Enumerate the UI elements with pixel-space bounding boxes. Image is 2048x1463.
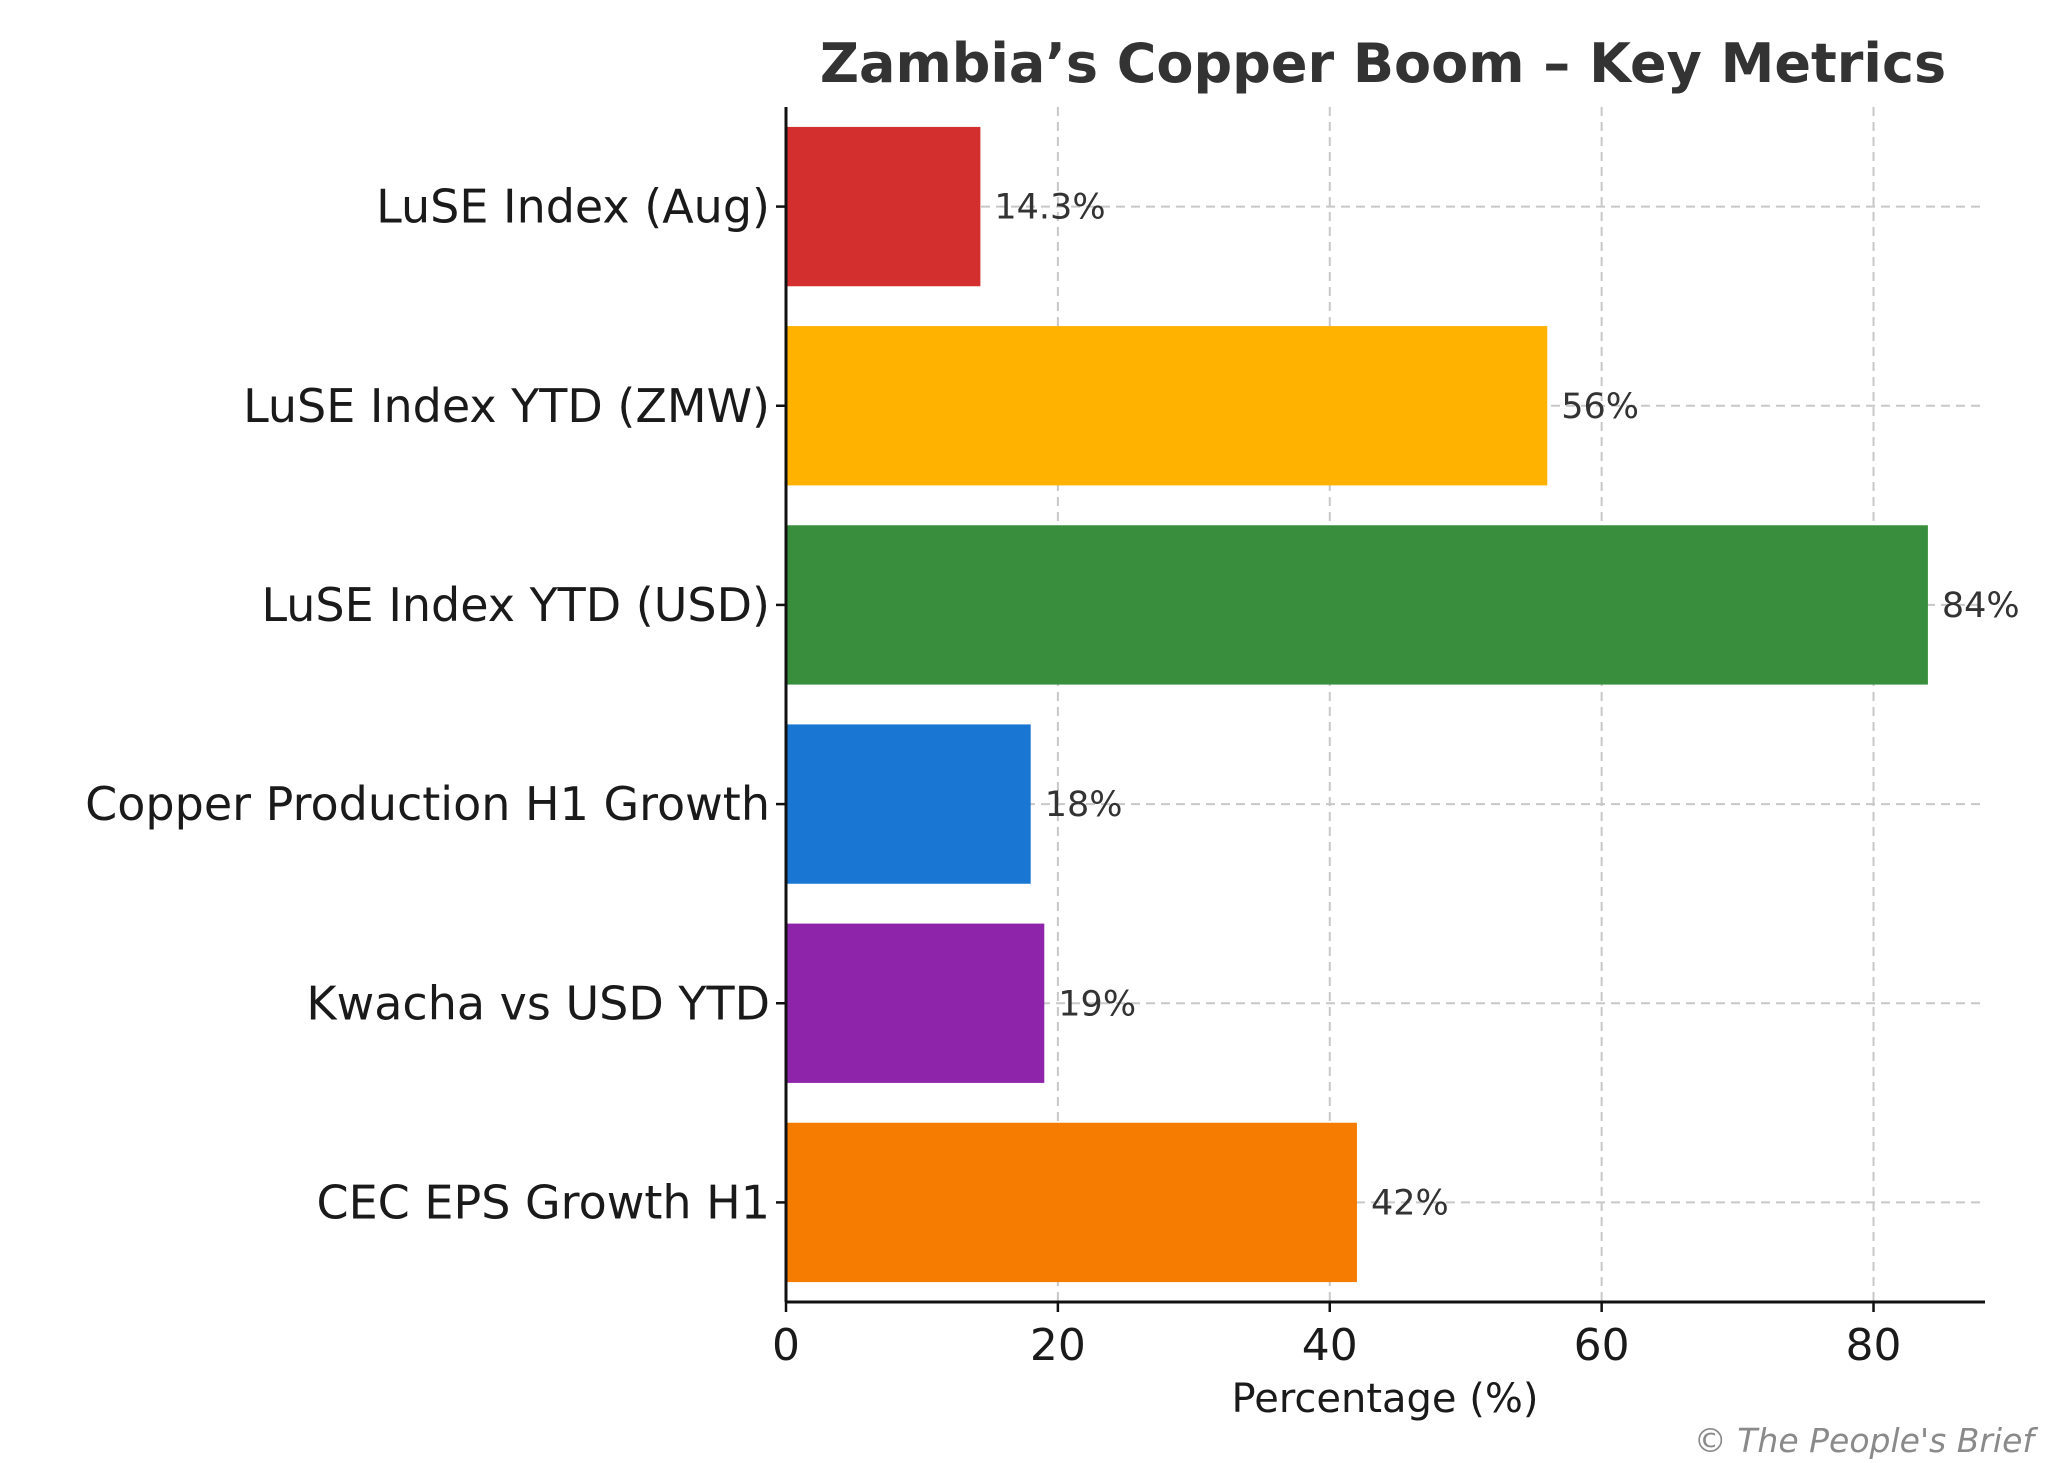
x-axis-label: Percentage (%) [1232, 1376, 1539, 1422]
x-tick-label-1: 20 [1030, 1320, 1086, 1371]
bar-4 [786, 923, 1045, 1083]
x-tick-label-4: 80 [1846, 1320, 1902, 1371]
x-tick-label-3: 60 [1574, 1320, 1630, 1371]
data-label-5: 42% [1371, 1183, 1449, 1223]
chart-title: Zambia’s Copper Boom – Key Metrics [820, 32, 1946, 95]
x-tick-label-0: 0 [772, 1320, 800, 1371]
y-tick-label-5: CEC EPS Growth H1 [316, 1175, 770, 1229]
bar-1 [786, 326, 1548, 486]
y-tick-label-4: Kwacha vs USD YTD [306, 976, 770, 1030]
data-label-2: 84% [1942, 586, 2020, 626]
data-labels: 14.3% 56% 84% 18% 19% 42% [994, 188, 2019, 1224]
bar-5 [786, 1122, 1357, 1283]
credit-text: © The People's Brief [1694, 1421, 2039, 1460]
data-label-4: 19% [1058, 984, 1136, 1024]
data-label-3: 18% [1045, 785, 1123, 825]
y-tick-label-2: LuSE Index YTD (USD) [261, 578, 770, 632]
data-label-0: 14.3% [994, 188, 1105, 228]
bar-2 [786, 525, 1928, 685]
y-tick-labels: LuSE Index (Aug) LuSE Index YTD (ZMW) LuSE… [85, 180, 786, 1229]
y-tick-label-3: Copper Production H1 Growth [85, 777, 770, 831]
bar-3 [786, 724, 1031, 884]
bars [786, 126, 1928, 1283]
y-tick-label-1: LuSE Index YTD (ZMW) [243, 379, 770, 433]
y-tick-label-0: LuSE Index (Aug) [376, 180, 770, 234]
bar-0 [786, 126, 981, 287]
data-label-1: 56% [1561, 387, 1639, 427]
x-ticks: 0 20 40 60 80 [772, 1302, 1902, 1371]
x-tick-label-2: 40 [1302, 1320, 1358, 1371]
